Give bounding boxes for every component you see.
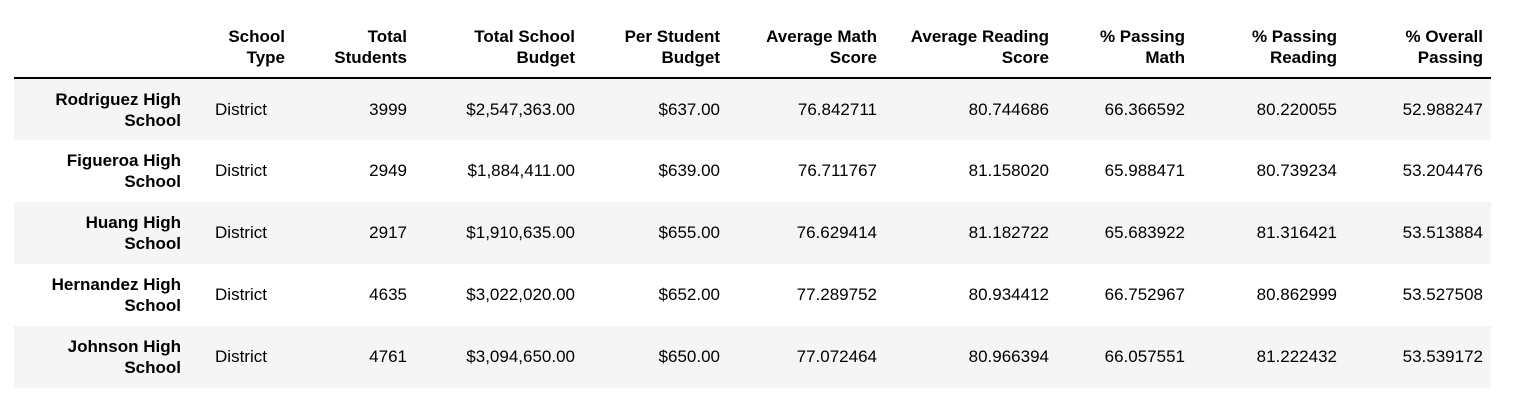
column-header-pct-math: % Passing Math — [1057, 16, 1193, 79]
cell-per-student-budget: $650.00 — [658, 347, 720, 366]
row-index-school-name: Huang High School — [85, 213, 181, 253]
cell-pct-reading: 81.222432 — [1256, 347, 1337, 366]
row-index-school-name: Figueroa High School — [66, 151, 181, 191]
table-row: Huang High School District 2917 $1,910,635.… — [14, 202, 1491, 264]
column-header-pct-overall: % Overall Passing — [1345, 16, 1491, 79]
table-row: Johnson High School District 4761 $3,094,65… — [14, 326, 1491, 388]
cell-per-student-budget: $637.00 — [658, 99, 720, 119]
cell-avg-math: 77.072464 — [796, 347, 877, 366]
cell-pct-math: 65.988471 — [1104, 161, 1185, 180]
table-row: Figueroa High School District 2949 $1,884,4… — [14, 140, 1491, 202]
school-summary-table: School Type Total Students Total School Bu… — [14, 16, 1491, 388]
table-row: Hernandez High School District 4635 $3,022,… — [14, 264, 1491, 326]
row-index-school-name: Johnson High School — [67, 337, 181, 377]
column-header-avg-math: Average Math Score — [728, 16, 885, 79]
row-index-school-name: Rodriguez High School — [55, 89, 181, 130]
cell-pct-reading: 80.862999 — [1256, 285, 1337, 304]
cell-total-students: 4761 — [369, 347, 407, 366]
cell-pct-reading: 81.316421 — [1256, 223, 1337, 242]
cell-per-student-budget: $655.00 — [658, 223, 720, 242]
column-header-index — [14, 16, 189, 79]
cell-pct-overall: 53.513884 — [1402, 223, 1483, 242]
cell-total-budget: $1,884,411.00 — [467, 161, 575, 180]
column-header-per-student-budget: Per Student Budget — [583, 16, 728, 79]
cell-avg-math: 76.711767 — [797, 161, 877, 180]
cell-total-budget: $3,094,650.00 — [466, 347, 575, 366]
cell-avg-reading: 81.158020 — [968, 161, 1049, 180]
cell-school-type: District — [215, 285, 267, 304]
table-header-row: School Type Total Students Total School Bu… — [14, 16, 1491, 79]
cell-pct-overall: 53.539172 — [1402, 347, 1483, 366]
cell-avg-reading: 80.934412 — [968, 285, 1049, 304]
cell-school-type: District — [215, 347, 267, 366]
row-index-school-name: Hernandez High School — [51, 275, 181, 315]
cell-total-budget: $3,022,020.00 — [466, 285, 575, 304]
cell-per-student-budget: $639.00 — [658, 161, 720, 180]
cell-pct-overall: 52.988247 — [1402, 99, 1483, 119]
cell-pct-math: 66.366592 — [1104, 99, 1185, 119]
column-header-school-type: School Type — [189, 16, 293, 79]
column-header-total-budget: Total School Budget — [415, 16, 583, 79]
table-row: Rodriguez High School District 3999 $2,547,… — [14, 78, 1491, 140]
column-header-avg-reading: Average Reading Score — [885, 16, 1057, 79]
cell-pct-math: 66.752967 — [1104, 285, 1185, 304]
cell-total-students: 2917 — [369, 223, 407, 242]
cell-total-students: 2949 — [369, 161, 407, 180]
cell-total-students: 3999 — [369, 99, 407, 119]
cell-avg-math: 76.629414 — [796, 223, 877, 242]
cell-pct-reading: 80.739234 — [1256, 161, 1337, 180]
cell-avg-math: 76.842711 — [797, 99, 877, 119]
cell-school-type: District — [215, 223, 267, 242]
column-header-total-students: Total Students — [293, 16, 415, 79]
cell-pct-math: 66.057551 — [1104, 347, 1185, 366]
column-header-pct-reading: % Passing Reading — [1193, 16, 1345, 79]
cell-pct-overall: 53.527508 — [1402, 285, 1483, 304]
cell-pct-reading: 80.220055 — [1256, 99, 1337, 119]
table-body: Rodriguez High School District 3999 $2,547,… — [14, 78, 1491, 388]
cell-total-budget: $1,910,635.00 — [466, 223, 575, 242]
cell-school-type: District — [215, 99, 267, 119]
cell-total-students: 4635 — [369, 285, 407, 304]
cell-avg-reading: 80.966394 — [968, 347, 1049, 366]
cell-pct-overall: 53.204476 — [1402, 161, 1483, 180]
cell-total-budget: $2,547,363.00 — [466, 99, 575, 119]
cell-avg-reading: 80.744686 — [968, 99, 1049, 119]
cell-avg-math: 77.289752 — [796, 285, 877, 304]
cell-pct-math: 65.683922 — [1104, 223, 1185, 242]
cell-school-type: District — [215, 161, 267, 180]
dataframe-output: School Type Total Students Total School Bu… — [14, 16, 1491, 388]
cell-per-student-budget: $652.00 — [658, 285, 720, 304]
cell-avg-reading: 81.182722 — [968, 223, 1049, 242]
